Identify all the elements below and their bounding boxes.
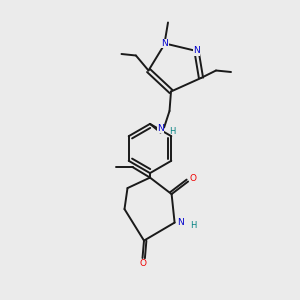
Text: N: N	[193, 46, 200, 56]
Text: N: N	[162, 39, 168, 48]
Text: N: N	[177, 218, 184, 227]
Text: N: N	[157, 124, 164, 133]
Text: O: O	[190, 174, 197, 183]
Text: H: H	[190, 221, 196, 230]
Text: H: H	[169, 128, 175, 136]
Text: O: O	[139, 260, 146, 268]
